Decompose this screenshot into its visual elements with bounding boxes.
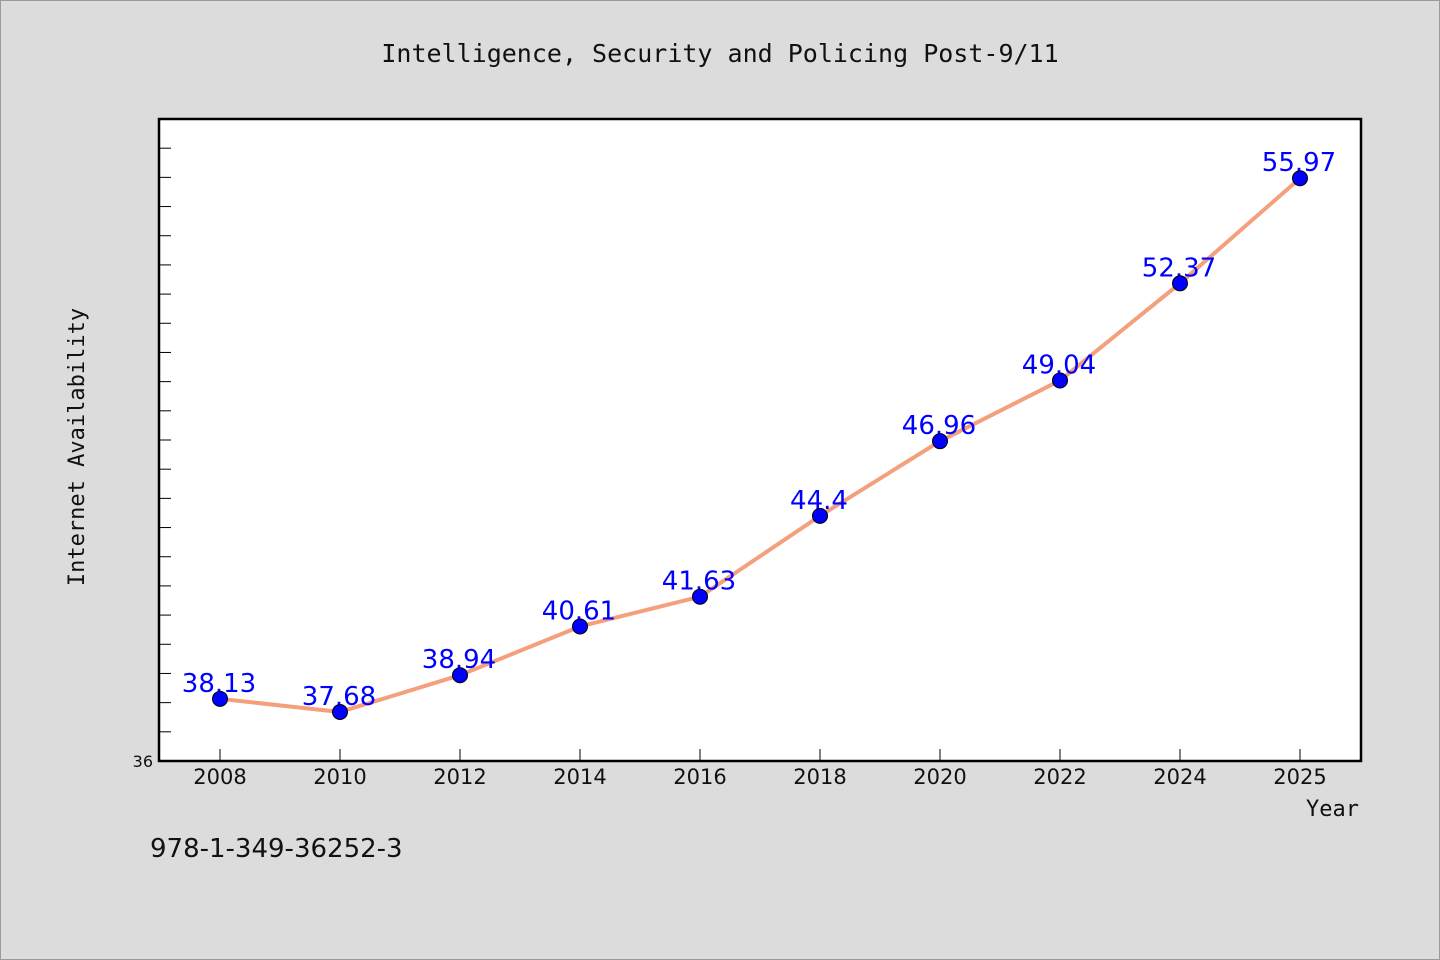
series-line (218, 176, 1302, 714)
x-tick-label: 2014 (553, 765, 606, 789)
x-axis-label: Year (1306, 797, 1359, 822)
y-axis-ticks: 36 (133, 147, 171, 771)
data-point (452, 667, 468, 684)
series-layer: 38.13 37.6838.9440.6141.6344.446.9649.045… (182, 148, 1336, 720)
data-point (812, 507, 828, 524)
y-tick-label: 36 (133, 752, 153, 771)
x-tick-label: 2016 (673, 765, 726, 789)
plot-area (157, 117, 1363, 763)
x-axis-ticks: 2008 2010 2012 2014 2016 2018 2020 2022 2024 2025 (193, 749, 1327, 789)
chart-title: Intelligence, Security and Policing Post… (381, 39, 1058, 68)
x-tick-label: 2024 (1153, 765, 1206, 789)
x-tick-label: 2020 (913, 765, 966, 789)
data-point (1052, 372, 1068, 389)
data-point (212, 690, 228, 707)
data-point (332, 703, 348, 720)
data-point (572, 618, 588, 635)
x-tick-label: 2008 (193, 765, 246, 789)
x-tick-label: 2025 (1273, 765, 1326, 789)
y-axis-label: Internet Availability (65, 308, 90, 586)
x-tick-label: 2010 (313, 765, 366, 789)
data-point (692, 588, 708, 605)
data-point (1172, 275, 1188, 292)
x-tick-label: 2018 (793, 765, 846, 789)
isbn-text: 978-1-349-36252-3 (150, 834, 403, 864)
data-point (1292, 170, 1308, 187)
x-tick-label: 2012 (433, 765, 486, 789)
x-tick-label: 2022 (1033, 765, 1086, 789)
data-point (932, 433, 948, 450)
